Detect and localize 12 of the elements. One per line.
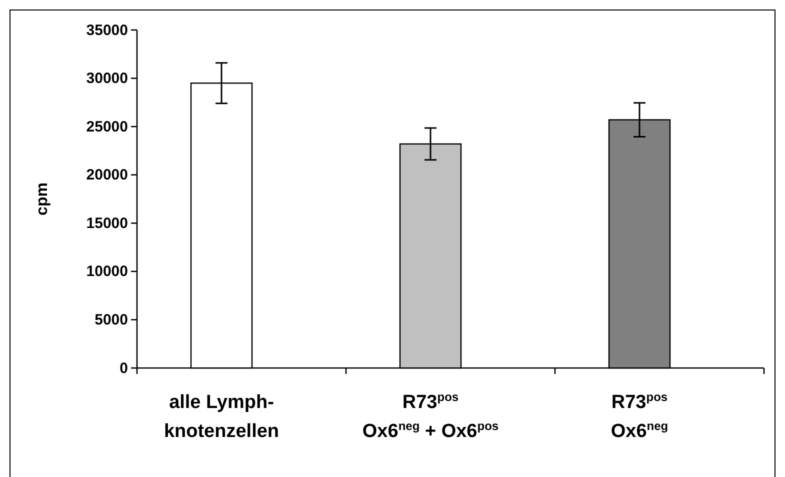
y-tick-label: 0 bbox=[120, 360, 128, 377]
y-tick-label: 15000 bbox=[86, 214, 128, 232]
x-tick-label: alle Lymph- knotenzellen bbox=[164, 392, 280, 442]
category-label: R73$^{pos}$ Ox6$^{neg}$ + Ox6$^{pos}$ bbox=[362, 390, 499, 442]
y-tick-label: 25000 bbox=[86, 118, 128, 136]
category-label: R73$^{pos}$ Ox6$^{neg}$ bbox=[610, 390, 668, 442]
y-axis-title: cpm bbox=[34, 182, 51, 216]
y-tick-label: 35000 bbox=[86, 22, 128, 39]
y-tick-label: 10000 bbox=[86, 263, 128, 280]
y-tick-label: 20000 bbox=[86, 166, 128, 184]
y-tick-label: 5000 bbox=[94, 312, 128, 329]
y-tick-label: 30000 bbox=[86, 70, 128, 88]
